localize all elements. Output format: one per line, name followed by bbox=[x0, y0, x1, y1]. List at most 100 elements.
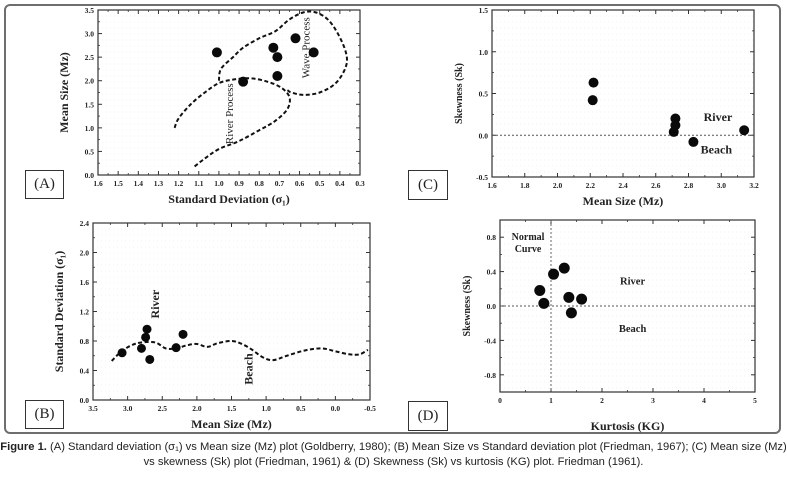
x-tick-label: 2.6 bbox=[651, 181, 661, 190]
y-tick-label: -0.4 bbox=[484, 336, 496, 345]
chart-a: 1.6 1.5 1.4 1.3 1.2 1.1 1.0 0.9 0.8 0.7 0.6 0.5 0.4 0… bbox=[57, 6, 365, 206]
x-tick-label: 4 bbox=[702, 396, 706, 405]
data-point bbox=[272, 52, 283, 63]
x-axis-label: Kurtosis (KG) bbox=[591, 419, 665, 433]
x-tick-label: 3 bbox=[651, 396, 655, 405]
x-tick-label: 3.0 bbox=[123, 404, 133, 413]
data-point bbox=[117, 348, 127, 358]
y-tick-label: 0.5 bbox=[479, 90, 489, 99]
data-point bbox=[145, 354, 155, 364]
x-tick-label: 2.0 bbox=[553, 181, 563, 190]
y-tick-label: 0.4 bbox=[487, 268, 497, 277]
panel-label-b: (B) bbox=[25, 400, 64, 429]
y-tick-label: 1.0 bbox=[479, 48, 489, 57]
y-tick-label: 0.0 bbox=[85, 171, 95, 180]
data-point bbox=[688, 136, 699, 147]
x-tick-label: 3.2 bbox=[749, 181, 759, 190]
x-tick-label: 0.8 bbox=[255, 179, 265, 188]
x-tick-label: 2.4 bbox=[618, 181, 628, 190]
x-tick-label: 0.5 bbox=[296, 404, 306, 413]
y-tick-label: 3.5 bbox=[85, 6, 95, 15]
chart-b: 3.5 3.0 2.5 2.0 1.5 1.0 0.5 0.0 -0.5 0.0 0.4 0.8 1.2… bbox=[52, 219, 376, 431]
x-tick-label: 2.0 bbox=[192, 404, 202, 413]
x-tick-label: 3.5 bbox=[88, 404, 98, 413]
y-tick-label: 2.0 bbox=[80, 249, 90, 258]
x-tick-label: 0.6 bbox=[295, 179, 305, 188]
annotation-river: River bbox=[704, 110, 733, 124]
x-tick-label: -0.5 bbox=[364, 404, 376, 413]
x-tick-label: 1.2 bbox=[174, 179, 184, 188]
data-point bbox=[739, 125, 750, 136]
data-point bbox=[538, 297, 550, 309]
x-tick-label: 3.0 bbox=[717, 181, 727, 190]
annotation-wave-process: Wave Process bbox=[301, 17, 313, 78]
panel-c: (C) 1.6 1.8 2.0 2.2 2.4 2.6 2.8 3.0 3.2 -0.5 0.0 0.… bbox=[395, 0, 787, 210]
x-tick-label: 0.4 bbox=[335, 179, 345, 188]
y-axis-label: Standard Deviation (σ₁) bbox=[52, 251, 66, 372]
panel-b: (B) 3.5 3.0 2.5 2.0 1.5 1.0 0.5 0.0 -0.5 0.0 0.4 0.… bbox=[0, 210, 390, 435]
data-point bbox=[548, 268, 560, 280]
x-tick-label: 2 bbox=[600, 396, 604, 405]
x-tick-label: 0.9 bbox=[234, 179, 244, 188]
x-axis-label: Mean Size (Mz) bbox=[191, 417, 272, 431]
x-axis-label: Mean Size (Mz) bbox=[583, 194, 664, 208]
x-tick-label: 1.6 bbox=[93, 179, 103, 188]
y-tick-label: 1.0 bbox=[85, 124, 95, 133]
annotation-beach: Beach bbox=[241, 353, 255, 385]
x-tick-label: 0.7 bbox=[275, 179, 285, 188]
x-tick-label: 1 bbox=[549, 396, 553, 405]
y-tick-label: 1.6 bbox=[80, 278, 90, 287]
data-point bbox=[238, 76, 249, 87]
annotation-river-process: River Process bbox=[224, 83, 236, 144]
data-point bbox=[136, 343, 146, 353]
y-tick-label: 0.0 bbox=[479, 131, 489, 140]
panel-d: (D) 0 1 2 3 4 5 -0.8 -0.4 0.0 0.4 0.8 Kurtosis (KG)… bbox=[395, 210, 787, 435]
y-tick-label: 1.5 bbox=[85, 100, 95, 109]
y-tick-label: 0.8 bbox=[80, 337, 90, 346]
x-tick-label: 5 bbox=[753, 396, 757, 405]
x-tick-label: 1.3 bbox=[154, 179, 164, 188]
caption-lead: Figure 1. bbox=[0, 441, 47, 453]
annotation-beach: Beach bbox=[701, 143, 733, 157]
y-tick-label: -0.5 bbox=[476, 173, 488, 182]
y-tick-label: 2.4 bbox=[80, 219, 90, 228]
figure-caption: Figure 1. (A) Standard deviation (σ₁) vs… bbox=[0, 440, 787, 470]
boundary-curve bbox=[217, 10, 349, 96]
data-point bbox=[563, 291, 575, 303]
y-tick-label: 2.5 bbox=[85, 53, 95, 62]
x-tick-label: 1.0 bbox=[214, 179, 224, 188]
x-tick-label: 1.0 bbox=[261, 404, 271, 413]
data-point bbox=[268, 42, 279, 53]
y-tick-label: 2.0 bbox=[85, 77, 95, 86]
plot-background bbox=[93, 222, 370, 398]
chart-d: 0 1 2 3 4 5 -0.8 -0.4 0.0 0.4 0.8 Kurtosis (KG) Skew… bbox=[462, 219, 757, 433]
data-point bbox=[587, 95, 598, 106]
y-tick-label: 0.4 bbox=[80, 367, 90, 376]
y-axis-label: Skewness (Sk) bbox=[462, 276, 473, 337]
data-point bbox=[534, 285, 546, 297]
panel-label-c: (C) bbox=[408, 170, 448, 200]
x-tick-label: 0.0 bbox=[331, 404, 341, 413]
x-tick-label: 1.4 bbox=[134, 179, 144, 188]
data-point bbox=[588, 77, 599, 88]
annotation-river: River bbox=[620, 277, 645, 288]
x-tick-label: 0 bbox=[498, 396, 502, 405]
chart-c: 1.6 1.8 2.0 2.2 2.4 2.6 2.8 3.0 3.2 -0.5 0.0 0.5 1.0… bbox=[454, 6, 759, 208]
y-tick-label: 0.0 bbox=[487, 302, 497, 311]
x-tick-label: 2.5 bbox=[158, 404, 168, 413]
plot-background bbox=[500, 219, 755, 389]
panel-label-a: (A) bbox=[25, 170, 64, 199]
annotation-river: River bbox=[148, 289, 162, 318]
data-point bbox=[558, 262, 570, 274]
data-point bbox=[308, 47, 319, 58]
data-point bbox=[141, 332, 151, 342]
x-tick-label: 1.6 bbox=[487, 181, 497, 190]
x-tick-label: 1.5 bbox=[227, 404, 237, 413]
x-tick-label: 2.2 bbox=[586, 181, 596, 190]
x-tick-label: 1.5 bbox=[113, 179, 123, 188]
x-tick-label: 0.5 bbox=[315, 179, 325, 188]
y-tick-label: -0.8 bbox=[484, 371, 496, 380]
annotation-curve: Curve bbox=[515, 244, 542, 255]
caption-text: (A) Standard deviation (σ₁) vs Mean size… bbox=[46, 441, 787, 468]
y-tick-label: 0.8 bbox=[487, 233, 497, 242]
